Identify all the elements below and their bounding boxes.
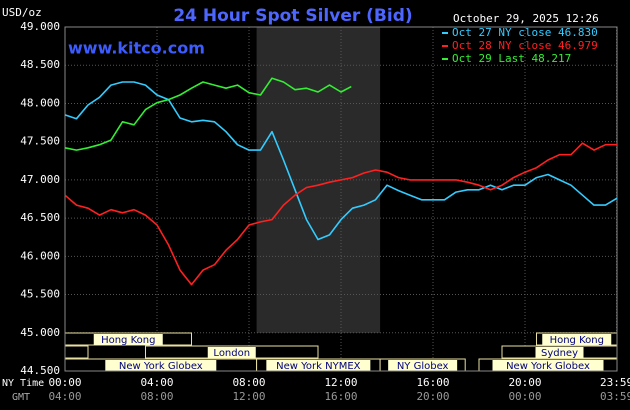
session-label-bg (266, 360, 371, 371)
x-tick-label: 12:00 (324, 376, 357, 389)
session-label-bg (105, 360, 217, 371)
timestamp: October 29, 2025 12:26 (453, 12, 599, 25)
y-tick-label: 47.500 (20, 135, 60, 148)
series-line (64, 142, 617, 286)
session-label-bg (388, 360, 458, 371)
website: www.kitco.com (68, 39, 205, 58)
session-label: New York Globex (119, 361, 203, 372)
session-label: New York Globex (506, 361, 590, 372)
session-label: New York NYMEX (276, 361, 361, 372)
x-tick-label: 16:00 (416, 376, 449, 389)
session-label: NY Globex (397, 361, 449, 372)
legend-label: Oct 29 Last 48.217 (452, 52, 571, 65)
series-line (64, 81, 618, 241)
y-axis-label: USD/oz (2, 6, 42, 19)
x-tick-label: 20:00 (508, 376, 541, 389)
x-tick-label: 08:00 (232, 376, 265, 389)
y-tick-label: 45.000 (20, 326, 60, 339)
x-tick-label: 23:59 (600, 376, 630, 389)
session-label: Sydney (541, 348, 578, 359)
x-tick-label: 00:00 (48, 376, 81, 389)
session-label-bg (207, 347, 256, 358)
y-tick-label: 48.500 (20, 58, 60, 71)
y-tick-label: 46.000 (20, 249, 60, 262)
y-tick-label: 45.500 (20, 288, 60, 301)
x2-axis-label: GMT (12, 392, 30, 403)
session-label: London (213, 348, 250, 359)
session-label-bg (492, 360, 604, 371)
session-label: Hong Kong (550, 335, 604, 346)
session-label: Hong Kong (101, 335, 155, 346)
x2-tick-label: 03:59 (600, 390, 630, 403)
legend-label: Oct 27 NY close 46.830 (452, 26, 598, 39)
session-box (64, 345, 89, 359)
x2-tick-label: 12:00 (232, 390, 265, 403)
session-label-bg (542, 334, 612, 345)
session-label-bg (535, 347, 584, 358)
session-label-bg (93, 334, 163, 345)
y-tick-label: 46.500 (20, 211, 60, 224)
y-tick-label: 48.000 (20, 96, 60, 109)
y-tick-label: 49.000 (20, 20, 60, 33)
y-tick-label: 47.000 (20, 173, 60, 186)
y-tick-label: 44.500 (20, 364, 60, 377)
chart-title: 24 Hour Spot Silver (Bid) (173, 6, 412, 26)
x2-tick-label: 08:00 (140, 390, 173, 403)
x-tick-label: 04:00 (140, 376, 173, 389)
legend-label: Oct 28 NY close 46.979 (452, 39, 598, 52)
x2-tick-label: 04:00 (48, 390, 81, 403)
series-line (64, 77, 352, 151)
x-axis-label: NY Time (2, 378, 44, 389)
x2-tick-label: 16:00 (324, 390, 357, 403)
x2-tick-label: 20:00 (416, 390, 449, 403)
x2-tick-label: 00:00 (508, 390, 541, 403)
